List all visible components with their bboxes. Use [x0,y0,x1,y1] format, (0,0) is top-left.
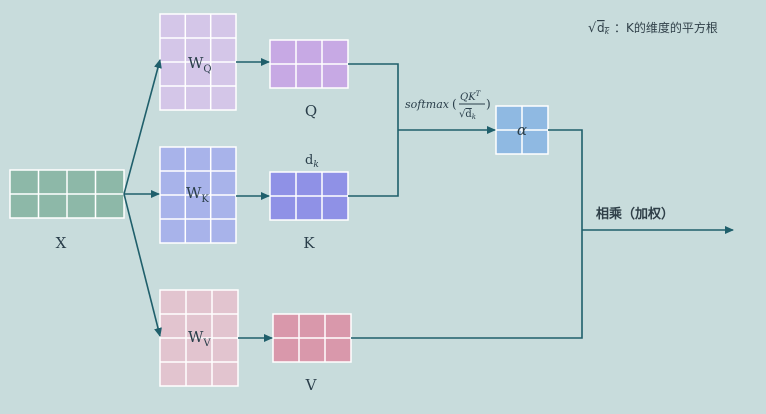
k-matrix [269,171,349,221]
x-label: X [56,234,67,252]
softmax-formula: softmax ( QKT √dk ) [405,90,491,121]
note-dk: dk [597,21,610,36]
wq-label-sub: Q [203,64,211,75]
note: √ dk ：K的维度的平方根 [588,20,718,36]
note-text: ：K的维度的平方根 [614,20,718,35]
wk-label: WK [186,184,209,205]
wk-label-sub: K [201,194,209,205]
note-sqrt: √ [588,21,597,36]
arrow-x-to-wv [123,193,162,337]
formula-denominator-sub: k [472,113,476,121]
wv-label: WV [188,328,211,349]
alpha-matrix [495,105,549,155]
wq-label: WQ [188,54,212,75]
formula-numerator-sup: T [476,90,482,98]
formula-denominator: √dk [459,109,476,121]
arrow-x-to-wq [123,59,162,195]
weighted-product-label: 相乘（加权） [596,206,674,222]
wq-matrix [159,13,237,111]
alpha-label: α [517,121,527,139]
alpha-v-merge-line [351,129,583,339]
formula-denominator-main: d [465,109,472,120]
formula-close-paren: ) [486,97,491,111]
formula-open-paren: ( [452,97,457,111]
wk-matrix [159,146,237,244]
dk-label: dk [305,153,319,170]
wq-label-main: W [188,54,204,72]
wk-label-main: W [186,184,202,202]
formula-numerator: QKT [460,90,482,103]
qk-merge-line [348,63,399,197]
q-label: Q [305,102,317,120]
connectors [123,58,734,342]
v-label: V [305,376,318,394]
wv-label-main: W [188,328,204,346]
note-dk-sub: k [605,27,610,36]
wv-label-sub: V [202,338,211,349]
formula-numerator-main: QK [460,92,476,103]
formula-denominator-sqrt: √ [459,109,466,120]
k-label: K [303,234,315,252]
dk-label-main: d [305,153,313,168]
softmax-text: softmax [405,98,450,111]
dk-label-sub: k [313,160,318,170]
v-matrix [272,313,352,363]
note-dk-main: d [597,21,605,35]
q-matrix [269,39,349,89]
x-matrix [9,169,125,219]
